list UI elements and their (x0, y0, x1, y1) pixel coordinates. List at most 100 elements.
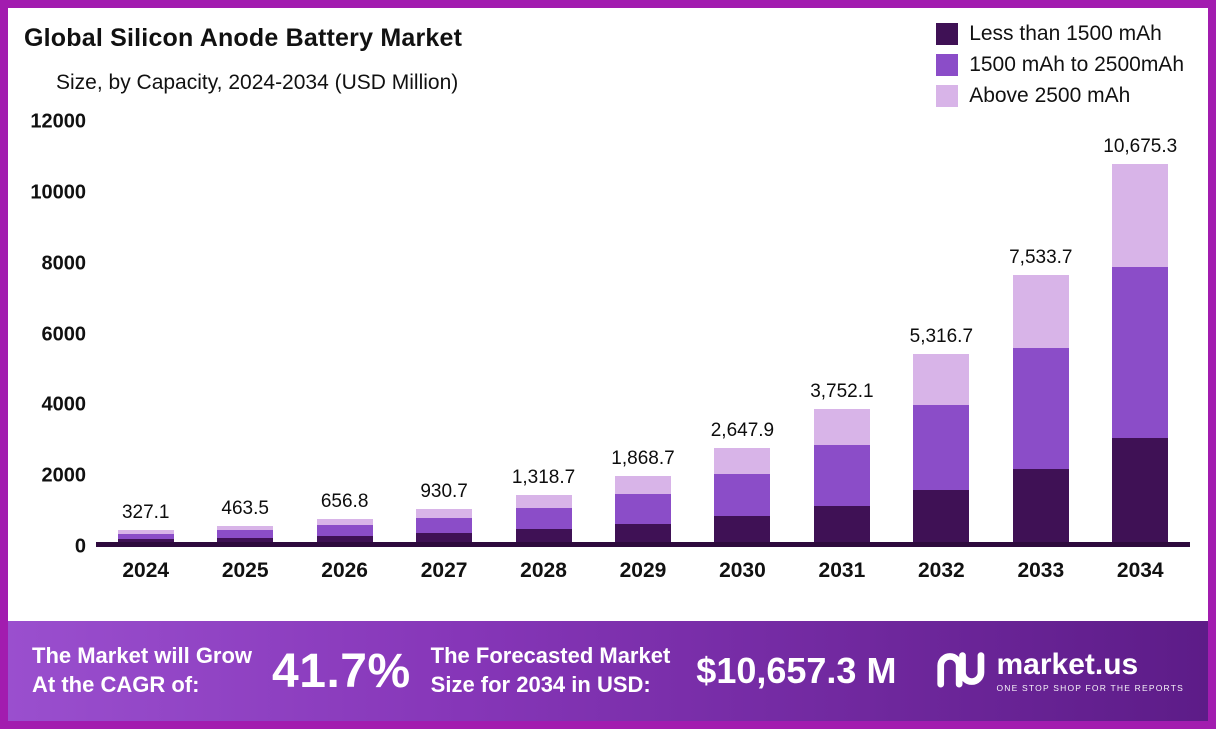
brand-logo: market.us ONE STOP SHOP FOR THE REPORTS (934, 647, 1184, 693)
bar-stack (515, 495, 572, 542)
brand-text: market.us ONE STOP SHOP FOR THE REPORTS (996, 647, 1184, 693)
bar-segment (714, 448, 771, 474)
y-tick-label: 12000 (30, 110, 86, 133)
x-tick-label: 2029 (619, 559, 667, 582)
y-tick-label: 6000 (41, 323, 87, 345)
legend-label: 1500 mAh to 2500mAh (969, 53, 1184, 76)
legend-item: 1500 mAh to 2500mAh (936, 53, 1184, 77)
bar-column: 930.7 (394, 122, 493, 542)
cagr-caption: The Market will Grow At the CAGR of: (32, 642, 252, 699)
bar-segment (913, 490, 970, 542)
x-tick-label: 2024 (122, 559, 170, 582)
chart-subtitle: Size, by Capacity, 2024-2034 (USD Millio… (56, 71, 459, 94)
bar-segment (1012, 348, 1069, 469)
bar-stack (416, 509, 473, 542)
bar-segment (913, 405, 970, 491)
bar-column: 2,647.9 (693, 122, 792, 542)
x-tick-label: 2025 (221, 559, 269, 582)
bar-column: 1,868.7 (593, 122, 692, 542)
bar-segment (217, 525, 274, 531)
cagr-value: 41.7% (272, 644, 411, 698)
bar-stack (1112, 163, 1169, 542)
y-tick-label: 4000 (41, 393, 87, 416)
legend-label: Less than 1500 mAh (969, 22, 1162, 45)
x-tick-label: 2033 (1017, 559, 1065, 582)
legend-label: Above 2500 mAh (969, 84, 1131, 107)
bar-segment (1012, 468, 1069, 542)
bar-segment (217, 530, 274, 538)
bar-segment (515, 495, 572, 509)
chart-titles: Global Silicon Anode Battery Market Size… (18, 20, 462, 95)
bar-total-label: 5,316.7 (909, 325, 974, 347)
x-tick-label: 2028 (520, 559, 567, 582)
brand-tagline: ONE STOP SHOP FOR THE REPORTS (996, 682, 1184, 693)
footer-banner: The Market will Grow At the CAGR of: 41.… (8, 621, 1208, 721)
forecast-caption-line2: Size for 2034 in USD: (430, 672, 651, 697)
bar-segment (1112, 163, 1169, 268)
bar-column: 3,752.1 (792, 122, 891, 542)
legend-swatch (936, 85, 959, 107)
bar-segment (913, 353, 970, 406)
legend-item: Above 2500 mAh (936, 84, 1184, 108)
bar-segment (1012, 275, 1069, 349)
chart-title: Global Silicon Anode Battery Market (24, 24, 463, 52)
bar-stack (217, 525, 274, 542)
bar-total-label: 327.1 (121, 502, 170, 524)
y-tick-label: 0 (74, 535, 86, 558)
bar-segment (714, 516, 771, 542)
bar-stack (714, 448, 771, 542)
x-tick-label: 2026 (321, 559, 368, 582)
x-axis-labels: 2024 2025 2026 2027 2028 2029 2030 2031 2032 2033… (96, 559, 1190, 583)
marketus-icon (934, 650, 986, 693)
bar-stack (913, 353, 970, 542)
chart-header: Global Silicon Anode Battery Market Size… (18, 20, 1190, 108)
bar-total-label: 7,533.7 (1009, 247, 1073, 269)
bar-total-label: 2,647.9 (710, 420, 775, 442)
bar-segment (614, 523, 671, 542)
legend-item: Less than 1500 mAh (936, 22, 1184, 46)
bar-segment (614, 493, 671, 524)
bar-column: 5,316.7 (892, 122, 991, 542)
y-tick-label: 8000 (41, 252, 87, 275)
chart-card: Global Silicon Anode Battery Market Size… (8, 8, 1208, 621)
bar-segment (515, 529, 572, 542)
bar-stack (614, 475, 671, 542)
forecast-caption-line1: The Forecasted Market (430, 643, 671, 669)
plot-row: 12000 10000 8000 6000 4000 2000 0 327.1 463.5 65… (18, 111, 1190, 558)
x-tick-label: 2032 (917, 559, 965, 582)
x-tick-label: 2034 (1116, 559, 1164, 582)
bar-column: 1,318.7 (494, 122, 593, 542)
bar-total-label: 463.5 (221, 497, 269, 519)
x-tick-label: 2030 (719, 559, 766, 582)
bar-stack (117, 530, 174, 542)
chart-legend: Less than 1500 mAh 1500 mAh to 2500mAh Abo… (936, 22, 1184, 108)
bar-total-label: 3,752.1 (810, 381, 874, 403)
bar-segment (614, 475, 671, 494)
plot-area: 327.1 463.5 656.8 930.7 1,318.7 1,868.7 2,647.… (96, 122, 1190, 547)
bar-segment (416, 518, 473, 533)
bar-segment (117, 530, 174, 534)
bar-total-label: 10,675.3 (1103, 135, 1178, 157)
bar-column: 463.5 (195, 122, 294, 542)
bar-segment (217, 537, 274, 542)
x-axis-spacer (18, 559, 96, 583)
bar-segment (714, 473, 771, 517)
bar-column: 656.8 (295, 122, 394, 542)
brand-name: market.us (996, 647, 1139, 681)
bar-segment (813, 445, 870, 506)
forecast-caption: The Forecasted Market Size for 2034 in U… (431, 642, 671, 699)
bar-segment (316, 535, 373, 542)
bar-segment (316, 525, 373, 536)
bar-segment (117, 533, 174, 539)
bar-column: 327.1 (96, 122, 195, 542)
bar-segment (416, 533, 473, 542)
cagr-caption-line1: The Market will Grow (32, 643, 253, 669)
bar-column: 7,533.7 (991, 122, 1090, 542)
bar-segment (813, 505, 870, 542)
forecast-value: $10,657.3 M (696, 650, 897, 691)
x-tick-label: 2027 (420, 559, 468, 582)
cagr-caption-line2: At the CAGR of: (32, 672, 200, 697)
bar-segment (813, 409, 870, 446)
bar-stack (1012, 275, 1069, 542)
